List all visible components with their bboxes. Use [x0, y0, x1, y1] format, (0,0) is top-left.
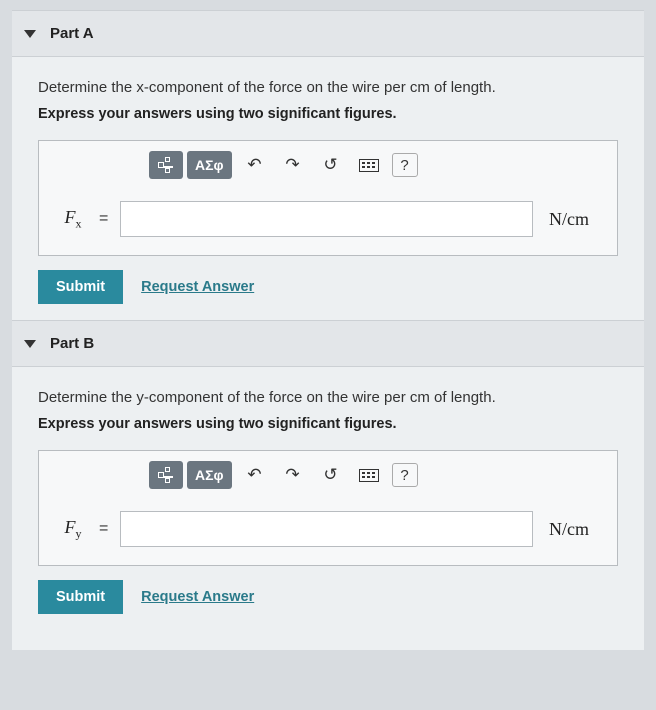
- part-b-request-answer-link[interactable]: Request Answer: [141, 589, 254, 605]
- part-b-answer-input[interactable]: [120, 511, 533, 547]
- part-a-answer-box: ΑΣφ ↶ ↷ ↺ ? Fx = N/cm: [38, 140, 618, 256]
- fraction-template-icon: [158, 157, 174, 173]
- template-button[interactable]: [149, 461, 183, 489]
- equals-sign: =: [99, 520, 108, 538]
- part-b-actions: Submit Request Answer: [38, 580, 618, 614]
- part-a-title: Part A: [50, 25, 94, 42]
- greek-button[interactable]: ΑΣφ: [187, 151, 232, 179]
- part-a-answer-input[interactable]: [120, 201, 533, 237]
- keyboard-icon: [359, 469, 379, 482]
- chevron-down-icon: [24, 30, 36, 38]
- part-b-header[interactable]: Part B: [12, 320, 644, 367]
- part-b-input-row: Fy = N/cm: [39, 499, 617, 565]
- keyboard-button[interactable]: [354, 151, 384, 179]
- part-b-variable: Fy: [53, 517, 93, 542]
- equals-sign: =: [99, 210, 108, 228]
- fraction-template-icon: [158, 467, 174, 483]
- keyboard-icon: [359, 159, 379, 172]
- undo-button[interactable]: ↶: [240, 461, 270, 489]
- part-a-question: Determine the x-component of the force o…: [38, 79, 618, 96]
- part-a-variable: Fx: [53, 207, 93, 232]
- chevron-down-icon: [24, 340, 36, 348]
- template-button[interactable]: [149, 151, 183, 179]
- help-button[interactable]: ?: [392, 463, 418, 487]
- part-b-question: Determine the y-component of the force o…: [38, 389, 618, 406]
- part-a-body: Determine the x-component of the force o…: [12, 57, 644, 320]
- part-b-submit-button[interactable]: Submit: [38, 580, 123, 614]
- toolbar-template-group: ΑΣφ: [149, 151, 232, 179]
- page-container: Part A Determine the x-component of the …: [12, 10, 644, 650]
- part-b-instruction: Express your answers using two significa…: [38, 416, 618, 432]
- part-a-submit-button[interactable]: Submit: [38, 270, 123, 304]
- redo-button[interactable]: ↷: [278, 461, 308, 489]
- part-b-title: Part B: [50, 335, 94, 352]
- reset-button[interactable]: ↺: [316, 461, 346, 489]
- reset-button[interactable]: ↺: [316, 151, 346, 179]
- part-a-request-answer-link[interactable]: Request Answer: [141, 279, 254, 295]
- part-a-instruction: Express your answers using two significa…: [38, 106, 618, 122]
- part-a-header[interactable]: Part A: [12, 10, 644, 57]
- part-a-input-row: Fx = N/cm: [39, 189, 617, 255]
- part-a-unit: N/cm: [549, 209, 603, 230]
- part-b-answer-box: ΑΣφ ↶ ↷ ↺ ? Fy = N/cm: [38, 450, 618, 566]
- greek-button[interactable]: ΑΣφ: [187, 461, 232, 489]
- redo-button[interactable]: ↷: [278, 151, 308, 179]
- keyboard-button[interactable]: [354, 461, 384, 489]
- part-b-unit: N/cm: [549, 519, 603, 540]
- part-a-toolbar: ΑΣφ ↶ ↷ ↺ ?: [39, 141, 617, 189]
- part-b-toolbar: ΑΣφ ↶ ↷ ↺ ?: [39, 451, 617, 499]
- help-button[interactable]: ?: [392, 153, 418, 177]
- part-a-actions: Submit Request Answer: [38, 270, 618, 304]
- part-b-body: Determine the y-component of the force o…: [12, 367, 644, 630]
- undo-button[interactable]: ↶: [240, 151, 270, 179]
- toolbar-template-group: ΑΣφ: [149, 461, 232, 489]
